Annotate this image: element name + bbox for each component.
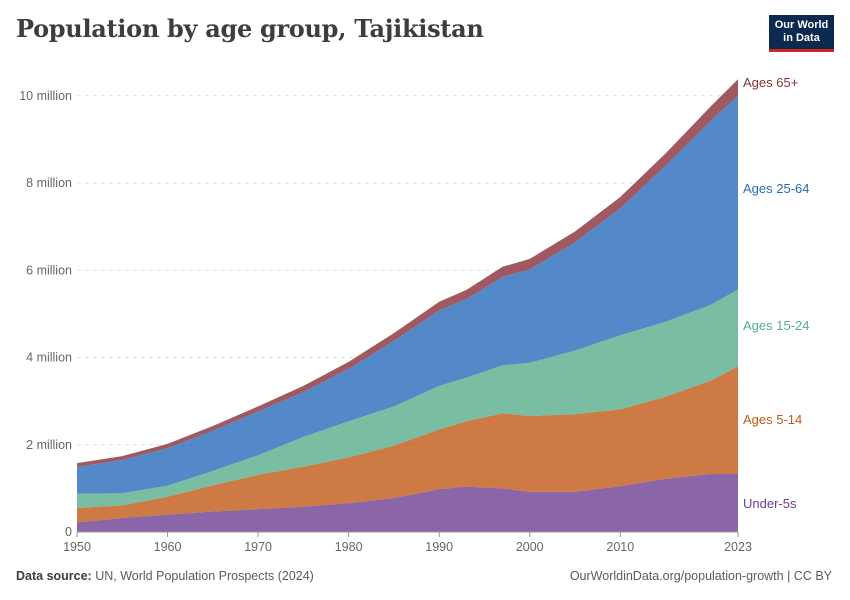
logo-line-2: in Data xyxy=(783,32,820,44)
x-tick-label: 1960 xyxy=(154,540,182,554)
series-label: Ages 5-14 xyxy=(743,412,802,427)
y-tick-label: 8 million xyxy=(26,176,72,190)
area-series-ages-15-24 xyxy=(77,289,738,508)
data-source-text: UN, World Population Prospects (2024) xyxy=(95,569,314,583)
y-tick-label: 6 million xyxy=(26,263,72,277)
x-tick-label: 1990 xyxy=(425,540,453,554)
data-source-label: Data source: xyxy=(16,569,92,583)
series-label: Ages 65+ xyxy=(743,75,798,90)
x-tick-label: 2000 xyxy=(516,540,544,554)
y-tick-label: 2 million xyxy=(26,438,72,452)
y-tick-label: 0 xyxy=(65,525,72,539)
data-source: Data source: UN, World Population Prospe… xyxy=(16,569,314,583)
series-label: Under-5s xyxy=(743,496,797,511)
x-tick-label: 1980 xyxy=(335,540,363,554)
area-series-ages-25-64 xyxy=(77,95,738,494)
area-series-under-5s xyxy=(77,474,738,532)
x-tick-label: 2023 xyxy=(724,540,752,554)
x-tick-label: 2010 xyxy=(606,540,634,554)
area-series-ages-5-14 xyxy=(77,366,738,523)
y-tick-label: 10 million xyxy=(19,89,72,103)
x-tick-label: 1970 xyxy=(244,540,272,554)
x-tick-label: 1950 xyxy=(63,540,91,554)
series-label: Ages 25-64 xyxy=(743,181,810,196)
chart-title: Population by age group, Tajikistan xyxy=(16,14,484,43)
y-tick-label: 4 million xyxy=(26,351,72,365)
series-label: Ages 15-24 xyxy=(743,318,810,333)
logo-line-1: Our World xyxy=(774,19,829,31)
source-url[interactable]: OurWorldinData.org/population-growth | C… xyxy=(569,569,832,583)
owid-logo[interactable]: Our World in Data xyxy=(769,15,834,52)
